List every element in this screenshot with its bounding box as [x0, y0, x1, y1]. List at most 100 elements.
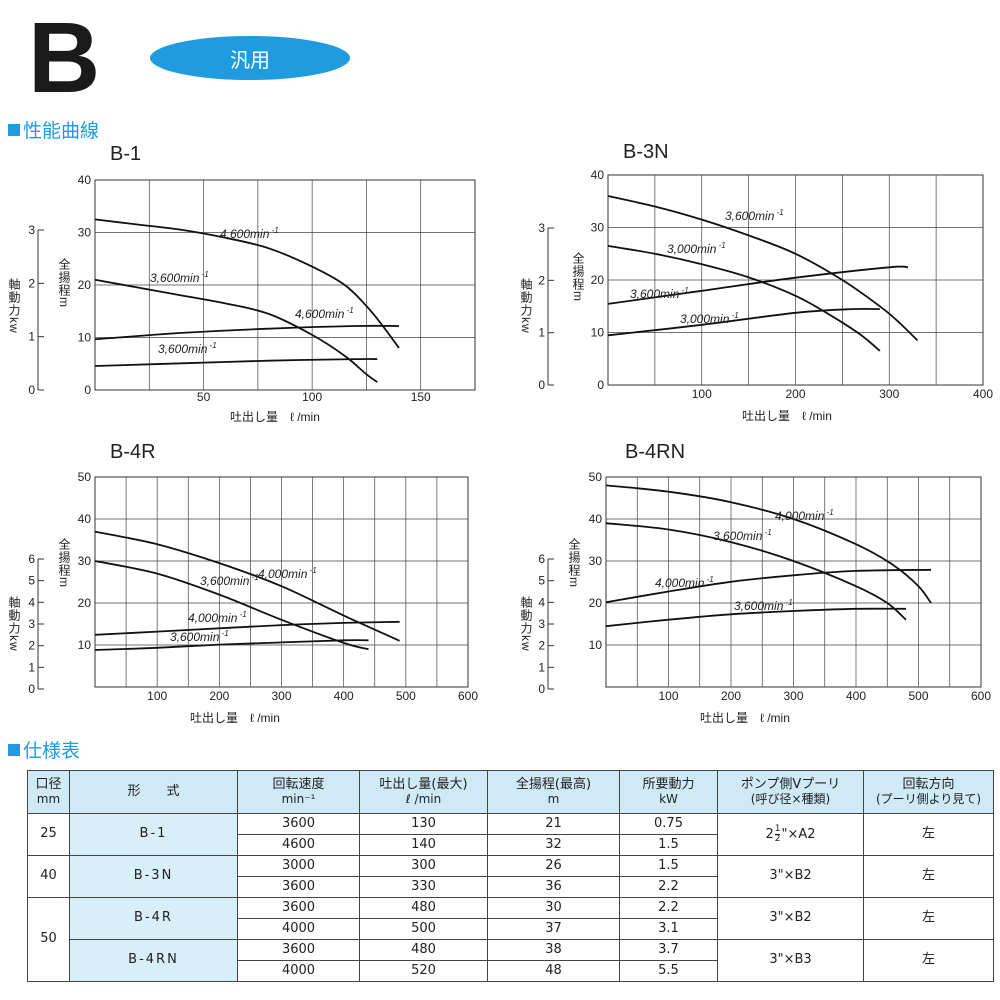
y2-tick-label: 1: [28, 330, 35, 344]
power-cell: 2.2: [619, 876, 718, 898]
chart-title: B-1: [110, 143, 141, 165]
y2-tick-label: 1: [538, 660, 545, 674]
x-tick-label: 200: [785, 387, 805, 401]
y-tick-label: 10: [591, 326, 605, 340]
head-cell: 26: [487, 855, 620, 877]
y2-tick-label: 4: [538, 595, 545, 609]
series-line-power: [607, 307, 880, 337]
y-tick-label: 10: [78, 638, 92, 652]
y2-tick-label: 3: [538, 221, 545, 235]
y2-tick-label: 2: [28, 639, 35, 653]
series-line-head: [94, 218, 400, 349]
spec-header-row: 口径 mm 形 式 回転速度 min⁻¹ 吐出し量(最大) ℓ /min 全揚程(最高…: [27, 770, 994, 814]
y2-tick-label: 0: [28, 383, 35, 397]
series-line-power: [94, 358, 378, 367]
series-label: 3,600min -1: [170, 629, 229, 644]
y2-tick-label: 6: [28, 552, 35, 566]
series-line-head: [605, 484, 932, 604]
x-tick-label: 600: [971, 689, 991, 703]
series-line-power: [94, 620, 400, 636]
speed-cell: 4000: [237, 918, 360, 940]
y-tick-label: 50: [78, 470, 92, 484]
y-tick-label: 40: [589, 512, 603, 526]
series-label: 3,600min -1: [734, 598, 793, 613]
section-spec-label: 仕様表: [23, 740, 81, 762]
speed-cell: 3600: [237, 876, 360, 898]
y2-tick-label: 3: [28, 617, 35, 631]
y2-tick-label: 1: [538, 326, 545, 340]
section-performance-label: 性能曲線: [23, 120, 100, 142]
x-axis-label: 吐出し量 ℓ /min: [190, 711, 280, 725]
flow-cell: 480: [359, 939, 488, 961]
model-cell: B-4R: [69, 897, 238, 940]
x-tick-label: 500: [396, 689, 416, 703]
header-rotation: 回転方向 (プーリ側より見て): [863, 770, 994, 814]
y-tick-label: 20: [589, 596, 603, 610]
series-label: 3,000min -1: [667, 241, 726, 256]
power-cell: 5.5: [619, 960, 718, 982]
head-cell: 38: [487, 939, 620, 961]
series-line-head: [607, 245, 881, 352]
y-axis-label: 全揚程m: [567, 537, 581, 588]
flow-cell: 130: [359, 813, 488, 835]
x-tick-label: 500: [908, 689, 928, 703]
x-tick-label: 300: [879, 387, 899, 401]
x-axis-label: 吐出し量 ℓ /min: [700, 711, 790, 725]
y2-tick-label: 2: [28, 276, 35, 290]
series-label: 3,600min -1: [158, 341, 217, 356]
y2-axis-label: 軸動力kw: [7, 278, 21, 334]
series-line-head: [607, 195, 919, 342]
rotation-cell: 左: [863, 813, 994, 856]
chart-title: B-4R: [110, 441, 156, 463]
square-bullet-icon: [8, 123, 20, 136]
x-tick-label: 300: [783, 689, 803, 703]
flow-cell: 500: [359, 918, 488, 940]
series-label: 4,000min -1: [775, 508, 834, 523]
head-cell: 36: [487, 876, 620, 898]
spec-table: 口径 mm 形 式 回転速度 min⁻¹ 吐出し量(最大) ℓ /min 全揚程(最高…: [27, 770, 994, 982]
y2-tick-label: 5: [28, 574, 35, 588]
y2-tick-label: 3: [538, 617, 545, 631]
header-speed: 回転速度 min⁻¹: [237, 770, 360, 814]
series-line-power: [94, 639, 369, 651]
header-bore: 口径 mm: [27, 770, 70, 814]
y-tick-label: 20: [78, 596, 92, 610]
x-tick-label: 100: [302, 390, 322, 404]
power-cell: 1.5: [619, 855, 718, 877]
head-cell: 48: [487, 960, 620, 982]
power-cell: 3.1: [619, 918, 718, 940]
x-tick-label: 150: [411, 390, 431, 404]
series-label: 3,600min -1: [725, 208, 784, 223]
power-cell: 2.2: [619, 897, 718, 919]
section-spec-heading: 仕様表: [8, 736, 80, 763]
series-label: 4,000min -1: [188, 610, 247, 625]
y-tick-label: 20: [78, 278, 92, 292]
head-cell: 30: [487, 897, 620, 919]
x-tick-label: 100: [147, 689, 167, 703]
y2-tick-label: 4: [28, 595, 35, 609]
flow-cell: 480: [359, 897, 488, 919]
pulley-cell: 3"×B2: [717, 897, 864, 940]
y2-tick-label: 0: [28, 682, 35, 696]
y2-axis-label: 軸動力kw: [519, 278, 533, 334]
head-cell: 37: [487, 918, 620, 940]
chart-title: B-4RN: [625, 441, 685, 463]
flow-cell: 140: [359, 834, 488, 856]
series-line-head: [94, 530, 400, 642]
flow-cell: 520: [359, 960, 488, 982]
series-label: 3,600min -1: [713, 528, 772, 543]
chart-0: B-1 50 100 150 0 10 20 30 40 0 1 2 3 全揚程m 軸動力kw 吐出し量 ℓ …: [7, 143, 476, 424]
series-label: 3,600min -1: [200, 573, 259, 588]
bore-cell: 40: [27, 855, 70, 898]
series-line-power: [605, 607, 907, 628]
table-row: 4000 520 48 5.5: [28, 960, 994, 982]
header-power: 所要動力 kW: [619, 770, 718, 814]
model-cell: B-3N: [69, 855, 238, 898]
series-line-power: [605, 568, 932, 604]
model-cell: B-4RN: [69, 939, 238, 982]
y-tick-label: 50: [589, 470, 603, 484]
x-tick-label: 400: [334, 689, 354, 703]
series-line-power: [94, 324, 400, 341]
